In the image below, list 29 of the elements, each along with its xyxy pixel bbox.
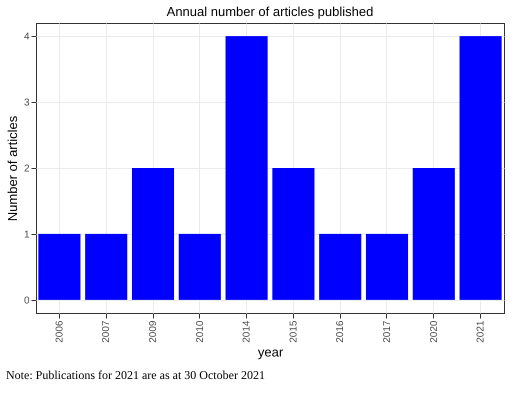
x-axis-title: year <box>258 344 284 360</box>
bar <box>178 234 221 300</box>
x-tick-label: 2015 <box>288 320 300 343</box>
y-tick-label: 1 <box>24 229 30 240</box>
y-tick-label: 0 <box>24 295 30 306</box>
x-tick-label: 2021 <box>476 320 487 343</box>
y-tick-label: 3 <box>24 98 30 109</box>
bar <box>460 36 502 300</box>
bar <box>132 168 174 300</box>
x-tick-label: 2009 <box>148 320 159 343</box>
chart-title: Annual number of articles published <box>166 4 374 19</box>
x-tick-label: 2014 <box>242 320 253 343</box>
bar <box>272 168 314 300</box>
bar <box>412 168 455 300</box>
x-tick-label: 2016 <box>335 320 346 343</box>
x-tick-label: 2020 <box>428 320 440 343</box>
y-tick-label: 2 <box>24 164 30 174</box>
bar <box>38 234 80 300</box>
x-tick-label: 2006 <box>54 320 66 343</box>
bar <box>319 234 362 300</box>
y-axis-title: Number of articles <box>4 115 20 222</box>
text: Note: Publications for 2021 are as at 30 October 2021 <box>6 368 265 382</box>
x-tick-label: 2007 <box>101 320 112 343</box>
x-tick-label: 2017 <box>382 320 393 343</box>
x-tick-label: 2010 <box>194 320 206 343</box>
y-tick-label: 4 <box>24 32 30 43</box>
bar <box>85 234 128 300</box>
bar <box>226 36 268 300</box>
bar <box>366 234 408 300</box>
